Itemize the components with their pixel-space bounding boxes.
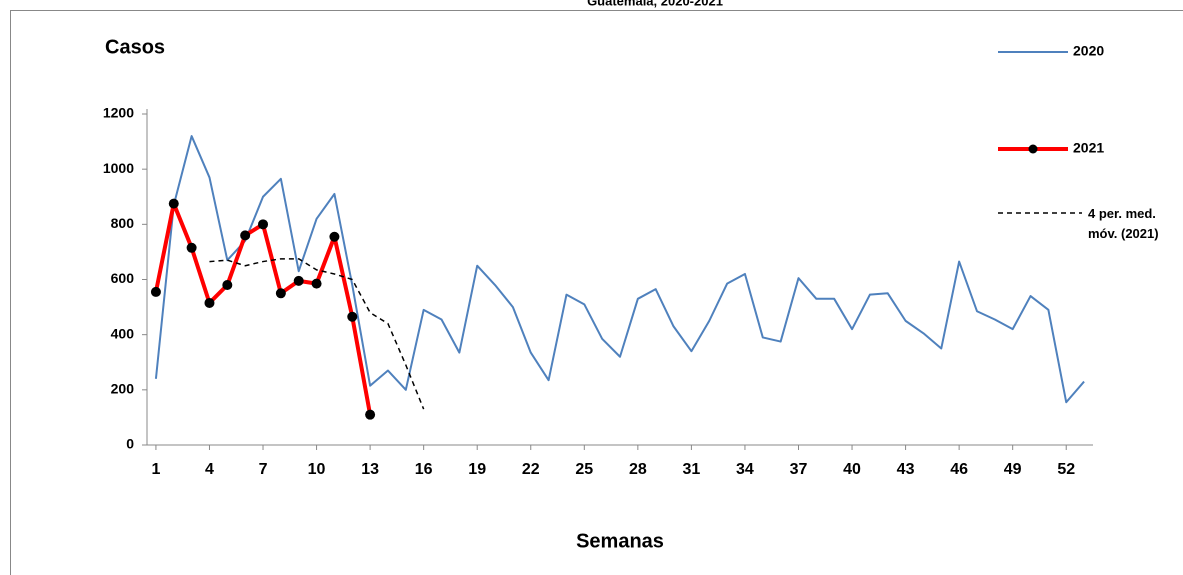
x-tick-label: 31: [682, 461, 700, 478]
data-point: [329, 231, 340, 242]
data-point: [240, 230, 251, 241]
x-tick-label: 43: [897, 461, 915, 478]
data-point: [275, 288, 286, 299]
data-point: [365, 409, 376, 420]
legend-label: 2020: [1073, 43, 1104, 59]
y-tick-label: 1200: [103, 105, 134, 121]
data-point: [258, 219, 269, 230]
data-point: [347, 311, 358, 322]
y-tick-label: 1000: [103, 160, 134, 176]
x-tick-label: 22: [522, 461, 540, 478]
x-tick-label: 28: [629, 461, 647, 478]
x-tick-label: 46: [950, 461, 968, 478]
x-tick-label: 19: [468, 461, 486, 478]
legend-label: 2021: [1073, 140, 1104, 156]
series-line: [154, 135, 1085, 404]
chart-border: [10, 10, 1183, 575]
x-tick-label: 13: [361, 461, 379, 478]
legend-marker: [1028, 144, 1038, 154]
x-tick-label: 52: [1057, 461, 1075, 478]
x-tick-label: 37: [790, 461, 808, 478]
y-axis-label: Casos: [105, 36, 165, 58]
x-tick-label: 25: [575, 461, 593, 478]
data-point: [222, 280, 233, 291]
x-axis-label: Semanas: [576, 530, 664, 552]
series-line: [209, 258, 425, 410]
data-point: [204, 297, 215, 308]
x-tick-label: 10: [308, 461, 326, 478]
chart-title: Guatemala, 2020-2021: [587, 0, 723, 8]
data-point: [293, 275, 304, 286]
y-tick-label: 0: [126, 436, 134, 452]
y-tick-label: 800: [111, 215, 135, 231]
x-tick-label: 49: [1004, 461, 1022, 478]
data-point: [168, 198, 179, 209]
data-point: [150, 286, 161, 297]
x-tick-label: 4: [205, 461, 214, 478]
data-point: [311, 278, 322, 289]
y-tick-label: 600: [111, 270, 135, 286]
x-tick-label: 40: [843, 461, 861, 478]
x-tick-label: 1: [151, 461, 160, 478]
legend-label: 4 per. med. móv. (2021): [1088, 206, 1159, 241]
x-tick-label: 16: [415, 461, 433, 478]
x-tick-label: 7: [259, 461, 268, 478]
data-point: [186, 242, 197, 253]
x-tick-label: 34: [736, 461, 754, 478]
y-tick-label: 200: [111, 381, 135, 397]
y-tick-label: 400: [111, 325, 135, 341]
